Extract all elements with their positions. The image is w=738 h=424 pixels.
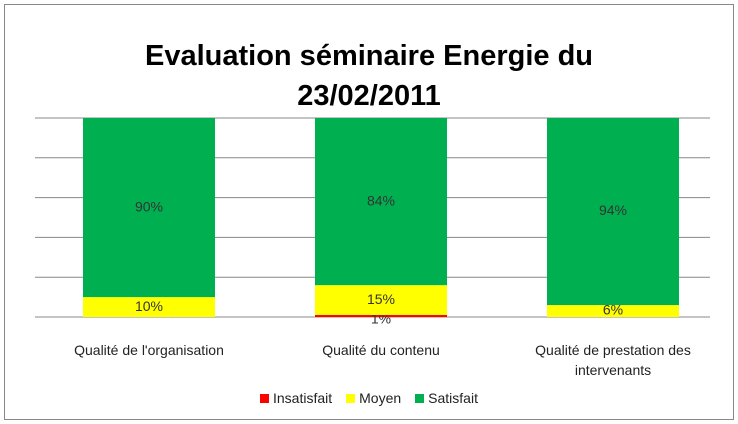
- data-label: 84%: [367, 192, 395, 208]
- chart-title: Evaluation séminaire Energie du 23/02/20…: [144, 40, 594, 112]
- x-tick-label: Qualité de prestation des intervenants: [535, 342, 691, 378]
- bar-segment: [547, 305, 679, 317]
- legend-label: Moyen: [359, 390, 402, 406]
- data-label: 6%: [603, 302, 623, 318]
- legend-item: Moyen: [346, 390, 401, 406]
- bar-segment: [315, 285, 447, 316]
- legend: Insatisfait Moyen Satisfait: [0, 390, 738, 406]
- legend-item: Insatisfait: [260, 390, 332, 406]
- legend-label: Satisfait: [428, 390, 478, 406]
- bar-segment: [83, 297, 215, 317]
- legend-swatch: [260, 393, 269, 403]
- bar-segment: [315, 315, 447, 317]
- x-tick-label: Qualité du contenu: [322, 342, 440, 358]
- legend-label: Insatisfait: [273, 390, 333, 406]
- data-label: 94%: [599, 202, 627, 218]
- legend-item: Satisfait: [415, 390, 478, 406]
- bar-segment: [315, 118, 447, 286]
- bar-segment: [547, 118, 679, 306]
- legend-swatch: [415, 393, 425, 403]
- x-tick-label: Qualité de l'organisation: [74, 342, 224, 358]
- data-label: 10%: [135, 298, 163, 314]
- bar-segment: [83, 118, 215, 298]
- legend-swatch: [346, 393, 356, 403]
- data-label: 90%: [135, 198, 163, 214]
- data-label: 15%: [367, 291, 395, 307]
